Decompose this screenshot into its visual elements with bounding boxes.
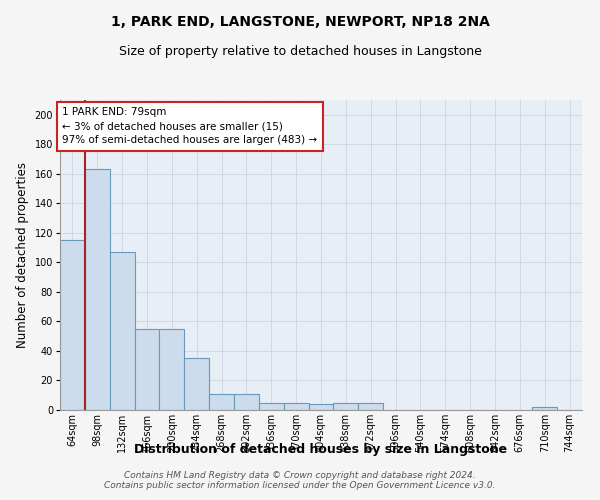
Bar xyxy=(160,329,184,410)
Bar xyxy=(284,402,308,410)
Bar xyxy=(60,240,85,410)
Bar xyxy=(209,394,234,410)
Text: Contains HM Land Registry data © Crown copyright and database right 2024.
Contai: Contains HM Land Registry data © Crown c… xyxy=(104,470,496,490)
Bar xyxy=(234,394,259,410)
Bar xyxy=(358,402,383,410)
Bar xyxy=(532,407,557,410)
Bar xyxy=(110,252,134,410)
Text: 1 PARK END: 79sqm
← 3% of detached houses are smaller (15)
97% of semi-detached : 1 PARK END: 79sqm ← 3% of detached house… xyxy=(62,108,317,146)
Bar xyxy=(334,402,358,410)
Bar xyxy=(134,329,160,410)
Bar xyxy=(184,358,209,410)
Y-axis label: Number of detached properties: Number of detached properties xyxy=(16,162,29,348)
Text: Size of property relative to detached houses in Langstone: Size of property relative to detached ho… xyxy=(119,45,481,58)
Text: 1, PARK END, LANGSTONE, NEWPORT, NP18 2NA: 1, PARK END, LANGSTONE, NEWPORT, NP18 2N… xyxy=(110,15,490,29)
Bar xyxy=(259,402,284,410)
Text: Distribution of detached houses by size in Langstone: Distribution of detached houses by size … xyxy=(134,442,508,456)
Bar xyxy=(85,170,110,410)
Bar xyxy=(308,404,334,410)
